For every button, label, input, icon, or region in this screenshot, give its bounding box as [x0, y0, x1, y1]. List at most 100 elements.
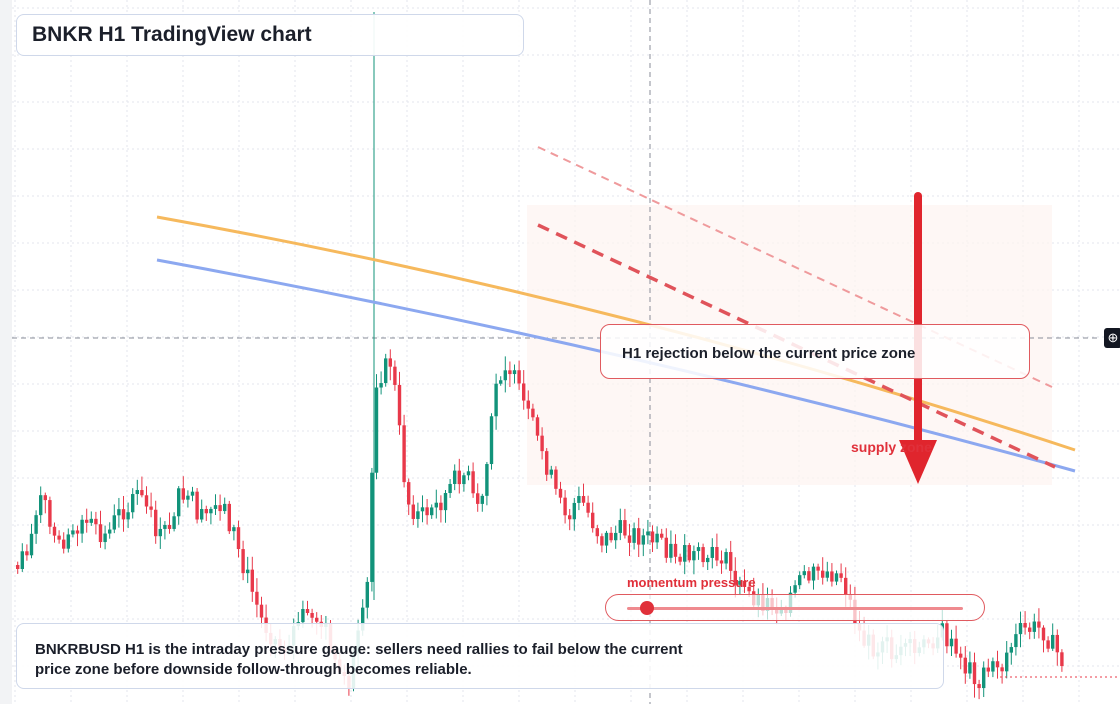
candle-body-bear — [1046, 640, 1050, 649]
candle-body-bear — [830, 571, 834, 582]
candle-body-bear — [315, 617, 319, 622]
supply-zone-label: supply zone — [851, 439, 932, 455]
candle-body-bear — [250, 569, 254, 592]
candle-body-bear — [259, 604, 264, 618]
candle-body-bear — [48, 500, 52, 527]
candle-body-bear — [16, 565, 20, 569]
candle-body-bear — [954, 638, 958, 654]
candle-body-bear — [425, 507, 429, 516]
candle-body-bull — [29, 533, 34, 556]
candle-body-bear — [57, 535, 61, 540]
candle-body-bull — [80, 519, 84, 534]
chart-title: BNKR H1 TradingView chart — [16, 14, 524, 56]
candle-body-bull — [991, 661, 995, 672]
candle-body-bull — [577, 496, 581, 503]
candle-body-bull — [696, 547, 701, 552]
candle-body-bear — [411, 504, 415, 519]
candle-body-bull — [416, 511, 420, 519]
candle-body-bear — [591, 512, 595, 529]
candle-body-bull — [126, 512, 130, 520]
candle-body-bull — [453, 470, 457, 484]
candle-body-bear — [972, 662, 977, 685]
candle-body-bull — [374, 387, 379, 473]
rejection-callout-text: H1 rejection below the current price zon… — [622, 345, 916, 362]
candle-body-bull — [361, 607, 365, 631]
candle-body-bull — [103, 533, 107, 543]
candle-body-bear — [664, 537, 668, 558]
candle-body-bear — [149, 506, 153, 510]
candle-body-bear — [98, 524, 103, 543]
candle-body-bear — [729, 552, 733, 571]
candle-body-bull — [503, 370, 507, 381]
candle-body-bear — [393, 366, 397, 385]
candle-body-bear — [959, 653, 963, 658]
candle-body-bull — [163, 524, 167, 529]
candle-body-bull — [614, 532, 618, 541]
candle-body-bull — [572, 502, 576, 520]
candle-body-bear — [531, 408, 535, 418]
candle-body-bear — [1060, 652, 1064, 667]
candle-body-bear — [1000, 667, 1004, 672]
candle-body-bear — [733, 570, 737, 585]
candle-body-bear — [94, 518, 98, 525]
candle-body-bull — [223, 503, 227, 512]
candle-body-bear — [526, 400, 530, 409]
gauge-track — [627, 607, 963, 610]
candle-body-bear — [715, 546, 719, 561]
candle-body-bull — [793, 585, 797, 593]
candle-body-bear — [397, 384, 402, 426]
candle-body-bear — [650, 531, 655, 543]
candle-body-bear — [844, 577, 848, 595]
candle-body-bear — [1055, 634, 1059, 653]
candle-body-bull — [370, 472, 374, 582]
momentum-pressure-label: momentum pressure — [627, 575, 756, 590]
candle-body-bear — [535, 417, 540, 436]
candle-body-bull — [448, 483, 452, 494]
candle-body-bull — [1032, 621, 1036, 632]
candle-body-bear — [637, 528, 641, 545]
analysis-note: BNKRBUSD H1 is the intraday pressure gau… — [16, 623, 944, 689]
candle-body-bull — [430, 507, 434, 516]
candle-body-bear — [1037, 621, 1041, 628]
candle-body-bear — [457, 470, 461, 485]
candle-body-bull — [825, 571, 829, 578]
candle-body-bear — [75, 530, 80, 534]
candle-body-bear — [986, 667, 990, 672]
candle-body-bull — [1005, 652, 1009, 672]
gauge-knob[interactable] — [640, 601, 655, 615]
candle-body-bull — [683, 545, 687, 562]
candle-body-bear — [227, 503, 231, 532]
candle-body-bear — [568, 515, 572, 520]
candle-body-bull — [480, 495, 484, 504]
candle-body-bear — [660, 533, 664, 538]
rejection-callout: H1 rejection below the current price zon… — [600, 324, 1030, 379]
candle-body-bear — [140, 490, 144, 496]
candle-body-bear — [388, 358, 392, 367]
momentum-pressure-gauge[interactable] — [605, 594, 985, 621]
candle-body-bull — [710, 546, 714, 558]
candle-body-bull — [499, 380, 503, 384]
candle-body-bull — [655, 533, 659, 543]
candle-body-bull — [172, 516, 176, 529]
candle-body-bear — [1041, 627, 1046, 641]
crosshair-plus-icon[interactable]: ⊕ — [1104, 328, 1120, 348]
candle-body-bull — [135, 490, 139, 495]
candle-body-bear — [241, 549, 245, 574]
candle-body-bull — [834, 573, 839, 582]
candle-body-bear — [816, 566, 820, 571]
candle-body-bull — [209, 508, 213, 514]
candle-body-bull — [301, 609, 305, 623]
candle-body-bear — [839, 573, 843, 578]
candle-body-bear — [236, 527, 241, 550]
candle-body-bull — [466, 471, 471, 476]
candle-body-bear — [600, 536, 604, 546]
candle-body-bear — [747, 586, 751, 592]
candle-body-bull — [604, 532, 609, 546]
candle-body-bear — [558, 488, 563, 498]
candle-body-bear — [476, 493, 480, 504]
candle-body-bear — [62, 539, 66, 549]
candle-body-bear — [144, 495, 149, 507]
candle-body-bear — [517, 370, 521, 384]
candle-body-bear — [1023, 622, 1027, 628]
